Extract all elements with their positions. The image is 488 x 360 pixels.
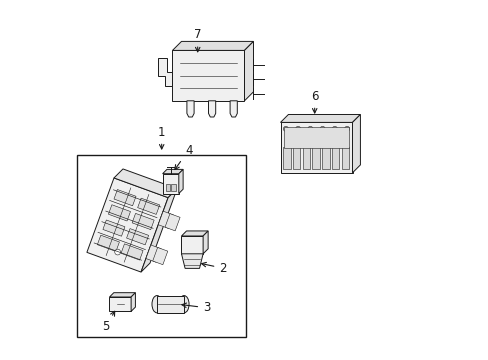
Ellipse shape: [152, 296, 162, 313]
Polygon shape: [157, 296, 184, 313]
Polygon shape: [87, 178, 168, 272]
Circle shape: [332, 126, 337, 131]
Polygon shape: [179, 170, 183, 194]
Polygon shape: [164, 213, 180, 231]
Text: 3: 3: [182, 301, 210, 314]
Polygon shape: [208, 101, 215, 117]
Bar: [322, 147, 329, 169]
Text: 2: 2: [201, 262, 226, 275]
Polygon shape: [131, 293, 135, 311]
Circle shape: [344, 126, 349, 131]
Text: 4: 4: [175, 144, 192, 170]
Polygon shape: [102, 220, 125, 236]
Bar: [77, 155, 246, 337]
Bar: [181, 236, 203, 254]
Polygon shape: [186, 101, 194, 117]
Bar: [302, 147, 309, 169]
Circle shape: [115, 249, 120, 255]
Ellipse shape: [179, 296, 189, 313]
Bar: [331, 147, 339, 169]
Polygon shape: [108, 205, 130, 221]
Polygon shape: [152, 247, 167, 265]
Text: 7: 7: [194, 28, 201, 52]
Bar: [163, 174, 179, 194]
Polygon shape: [230, 101, 237, 117]
Polygon shape: [141, 189, 177, 272]
Circle shape: [295, 126, 300, 131]
Polygon shape: [97, 235, 119, 251]
Polygon shape: [280, 114, 360, 122]
Bar: [172, 50, 244, 101]
Bar: [312, 147, 319, 169]
Polygon shape: [181, 254, 203, 269]
Polygon shape: [172, 41, 253, 50]
Circle shape: [307, 126, 312, 131]
Polygon shape: [244, 41, 253, 101]
Bar: [284, 127, 348, 148]
Polygon shape: [114, 189, 136, 206]
Polygon shape: [138, 198, 160, 215]
Polygon shape: [114, 169, 177, 198]
Bar: [109, 297, 131, 311]
Bar: [292, 147, 300, 169]
Polygon shape: [181, 231, 208, 236]
Polygon shape: [163, 170, 183, 174]
Text: 6: 6: [310, 90, 318, 113]
Text: 5: 5: [102, 311, 115, 333]
Bar: [165, 184, 170, 191]
Polygon shape: [109, 293, 135, 297]
Bar: [283, 147, 290, 169]
Bar: [280, 122, 352, 173]
Text: 1: 1: [158, 126, 165, 149]
Bar: [341, 147, 348, 169]
Polygon shape: [203, 231, 208, 254]
Polygon shape: [158, 58, 172, 86]
Polygon shape: [126, 229, 148, 245]
Polygon shape: [121, 244, 143, 260]
Polygon shape: [132, 213, 154, 230]
Polygon shape: [352, 114, 360, 173]
Circle shape: [320, 126, 325, 131]
Polygon shape: [158, 211, 173, 228]
Polygon shape: [145, 245, 161, 262]
Circle shape: [283, 126, 288, 131]
Bar: [171, 184, 175, 191]
